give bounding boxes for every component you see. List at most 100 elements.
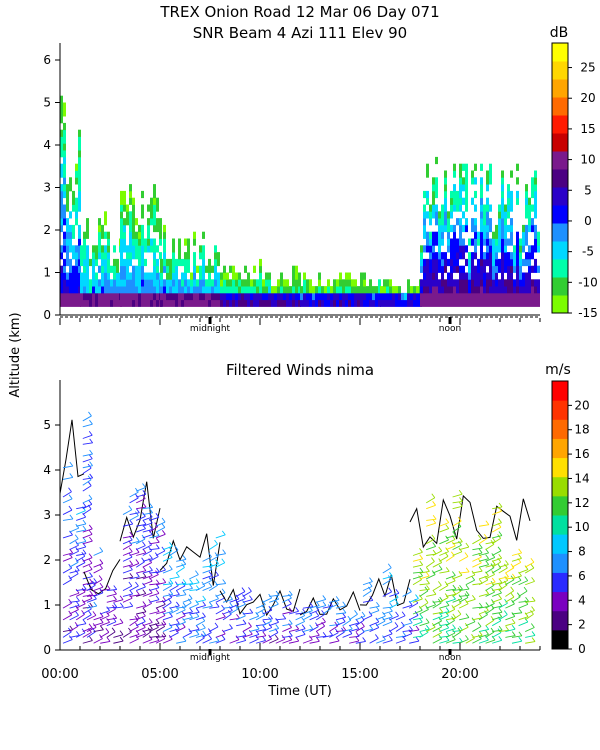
snr-cell — [525, 279, 528, 287]
snr-cell — [501, 170, 504, 178]
snr-y-tick-label: 4 — [43, 138, 51, 152]
wind-barb-flag — [248, 587, 252, 592]
snr-cell — [438, 286, 441, 294]
snr-cell — [262, 286, 265, 294]
wind-barb-flag — [221, 588, 226, 594]
wind-barb — [492, 639, 502, 644]
wind-barb — [491, 526, 502, 533]
snr-cell — [531, 224, 534, 233]
winds-y-tick-label: 5 — [43, 418, 51, 432]
wind-barb — [222, 610, 233, 615]
snr-cell — [208, 258, 211, 267]
snr-cell — [486, 292, 489, 301]
wind-barb — [176, 615, 186, 621]
wind-barb — [342, 619, 352, 627]
wind-barb-flag — [288, 590, 293, 596]
wind-barb — [113, 622, 124, 627]
wind-barb-flag — [113, 614, 118, 619]
snr-cell — [498, 224, 501, 233]
snr-cell — [534, 190, 537, 199]
winds-y-tick-label: 0 — [43, 643, 51, 657]
wind-barb — [149, 622, 160, 627]
wind-barb-flag — [74, 557, 79, 563]
snr-cell — [498, 231, 501, 239]
wind-barb — [439, 570, 450, 574]
snr-cell — [333, 299, 336, 307]
wind-barb-flag — [485, 520, 490, 525]
wind-barb-flag — [168, 565, 173, 570]
wind-barb — [269, 621, 279, 627]
wind-barb — [162, 626, 173, 632]
snr-cell — [416, 286, 419, 294]
wind-barb — [518, 600, 529, 603]
winds-colorbar-segment — [552, 400, 568, 420]
snr-cell — [462, 163, 465, 171]
wind-barb — [412, 564, 423, 568]
wind-barb — [129, 633, 140, 638]
snr-cell — [507, 211, 510, 219]
wind-barb — [155, 603, 166, 609]
wind-barb-flag — [426, 567, 430, 572]
snr-cell — [327, 286, 330, 294]
snr-cell — [175, 286, 178, 294]
snr-cell — [141, 299, 144, 307]
snr-cell — [354, 286, 357, 294]
snr-cell — [80, 258, 83, 267]
snr-cell — [363, 286, 366, 294]
snr-cell — [459, 204, 462, 212]
wind-barb — [452, 544, 462, 551]
wind-barb — [93, 563, 104, 568]
wind-barb-flag — [142, 572, 147, 577]
snr-cell — [104, 265, 107, 273]
snr-cell — [537, 292, 540, 301]
wind-barb-flag — [478, 543, 483, 549]
snr-cell — [144, 292, 147, 301]
snr-cell — [423, 224, 426, 233]
wind-barb-flag — [149, 554, 153, 559]
snr-colorbar-segment — [552, 115, 568, 134]
snr-cell — [453, 279, 456, 287]
snr-cell — [528, 265, 531, 273]
snr-cell — [193, 258, 196, 267]
snr-cell — [336, 286, 339, 294]
wind-barb-flag — [354, 610, 358, 615]
snr-cell — [135, 218, 138, 226]
snr-cell — [369, 292, 372, 301]
snr-cell — [120, 292, 123, 301]
wind-barb-flag — [208, 582, 213, 588]
wind-barb-flag — [82, 525, 87, 531]
snr-cell — [141, 211, 144, 219]
snr-cell — [110, 265, 113, 273]
snr-cell — [159, 238, 162, 246]
snr-cell — [92, 299, 95, 307]
snr-cell — [489, 163, 492, 171]
snr-cell — [104, 211, 107, 219]
snr-cell — [504, 204, 507, 212]
snr-cell — [120, 279, 123, 287]
snr-cell — [223, 265, 226, 273]
snr-cell — [480, 292, 483, 301]
wind-barb — [432, 602, 442, 609]
snr-cell — [259, 265, 262, 273]
snr-cell — [202, 279, 205, 287]
snr-cell — [187, 252, 190, 260]
snr-cell — [407, 299, 410, 307]
wind-barb-flag — [142, 502, 147, 508]
snr-cell — [153, 218, 156, 226]
snr-cell — [378, 286, 381, 294]
snr-cell — [95, 286, 98, 294]
wind-barb — [75, 591, 86, 597]
snr-cell — [468, 238, 471, 246]
wind-barb — [122, 593, 133, 597]
wind-barb — [426, 546, 436, 551]
wind-barb — [439, 528, 449, 533]
snr-cell — [298, 299, 301, 307]
wind-barb-flag — [88, 494, 93, 500]
wind-barb-flag — [471, 575, 476, 581]
snr-cell — [444, 224, 447, 233]
wind-barb — [498, 579, 508, 586]
snr-cell — [78, 286, 81, 294]
snr-cell — [190, 279, 193, 287]
wind-barb — [175, 567, 185, 574]
wind-barb — [149, 626, 159, 632]
